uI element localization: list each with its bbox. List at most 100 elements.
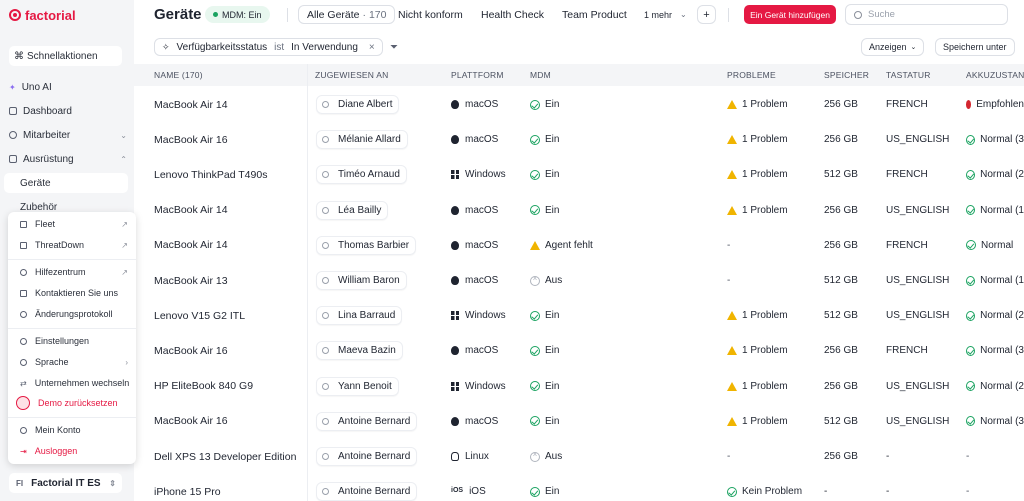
- menu-item-reset-demo[interactable]: Demo zurücksetzen: [8, 393, 136, 413]
- menu-item-switch-company[interactable]: ⇄ Unternehmen wechseln: [8, 373, 136, 393]
- keyboard-value: -: [886, 451, 890, 462]
- device-name[interactable]: MacBook Air 14: [154, 239, 228, 252]
- column-header-assignee[interactable]: ZUGEWIESEN AN: [315, 70, 389, 80]
- assignee-chip[interactable]: Mélanie Allard: [316, 130, 408, 150]
- menu-item-threatdown[interactable]: ThreatDown ↗: [8, 235, 136, 255]
- factorial-logo[interactable]: factorial: [9, 6, 76, 24]
- assignee-chip[interactable]: Léa Bailly: [316, 200, 389, 220]
- column-header-battery[interactable]: AKKUZUSTAND: [966, 70, 1024, 80]
- assignee-chip[interactable]: Lina Barraud: [316, 306, 403, 326]
- table-row[interactable]: iPhone 15 Pro Antoine Bernard iOS iOS Ein Kei…: [134, 474, 1024, 501]
- menu-item-fleet[interactable]: Fleet ↗: [8, 214, 136, 234]
- device-name[interactable]: MacBook Air 16: [154, 133, 228, 146]
- device-name[interactable]: Lenovo V15 G2 ITL: [154, 309, 246, 322]
- close-icon[interactable]: ×: [368, 41, 375, 53]
- mdm-status-badge[interactable]: MDM: Ein: [205, 6, 270, 23]
- platform-label: macOS: [465, 239, 499, 251]
- tab-health-check[interactable]: Health Check: [473, 5, 552, 24]
- sidebar-item-employees[interactable]: Mitarbeiter ⌄: [9, 125, 127, 145]
- assignee-chip[interactable]: Antoine Bernard: [316, 482, 418, 501]
- table-row[interactable]: Dell XPS 13 Developer Edition Antoine Ber…: [134, 439, 1024, 474]
- threatdown-icon: [20, 241, 27, 249]
- menu-item-label: Ausloggen: [34, 446, 78, 456]
- filter-field: Verfügbarkeitsstatus: [176, 41, 268, 53]
- battery-value: Empfohlen: [976, 99, 1024, 110]
- table-row[interactable]: MacBook Air 14 Diane Albert macOS Ein 1 Prob…: [134, 87, 1024, 122]
- sidebar-item-uno-ai[interactable]: ✦ Uno AI: [9, 77, 127, 97]
- assignee-chip[interactable]: Yann Benoit: [316, 376, 399, 396]
- mdm-status-label: MDM: Ein: [222, 9, 262, 20]
- table-row[interactable]: MacBook Air 16 Antoine Bernard macOS Ein 1 P…: [134, 404, 1024, 439]
- device-name[interactable]: Lenovo ThinkPad T490s: [154, 168, 268, 181]
- tab-all-devices[interactable]: Alle Geräte · 170: [298, 5, 396, 24]
- add-device-button[interactable]: Ein Gerät hinzufügen: [744, 5, 836, 24]
- table-row[interactable]: MacBook Air 16 Maeva Bazin macOS Ein 1 Probl…: [134, 333, 1024, 368]
- column-header-problems[interactable]: PROBLEME: [727, 70, 776, 80]
- menu-item-my-account[interactable]: Mein Konto: [8, 420, 136, 440]
- assignee-chip[interactable]: William Baron: [316, 271, 407, 290]
- show-button[interactable]: Anzeigen ⌄: [861, 38, 925, 56]
- menu-item-logout[interactable]: ⇥ Ausloggen: [8, 441, 136, 461]
- battery-cell: Normal: [966, 228, 1024, 263]
- gear-icon: [20, 337, 27, 345]
- column-header-mdm[interactable]: MDM: [530, 70, 551, 80]
- table-row[interactable]: MacBook Air 13 William Baron macOS Aus - 512 …: [134, 263, 1024, 298]
- assignee-chip[interactable]: Thomas Barbier: [316, 235, 417, 255]
- column-header-platform[interactable]: PLATTFORM: [451, 70, 504, 80]
- device-name[interactable]: Dell XPS 13 Developer Edition: [154, 450, 297, 463]
- device-name[interactable]: MacBook Air 13: [154, 274, 228, 287]
- person-icon: [322, 382, 329, 390]
- sidebar-item-dashboard[interactable]: Dashboard: [9, 101, 127, 121]
- table-row[interactable]: Lenovo V15 G2 ITL Lina Barraud Windows Ein 1…: [134, 298, 1024, 333]
- save-as-button[interactable]: Speichern unter: [935, 38, 1015, 56]
- storage-value: 512 GB: [824, 310, 858, 322]
- ios-icon: iOS: [451, 487, 464, 495]
- active-filter-chip[interactable]: ✧ Verfügbarkeitsstatus ist In Verwendung…: [154, 38, 383, 56]
- tab-team-product[interactable]: Team Product: [554, 5, 635, 24]
- sidebar-item-equipment[interactable]: Ausrüstung ⌃: [9, 149, 127, 169]
- assignee-cell: William Baron: [316, 263, 407, 298]
- menu-item-help-center[interactable]: Hilfezentrum ↗: [8, 262, 136, 282]
- device-name[interactable]: MacBook Air 14: [154, 204, 228, 217]
- battery-value: Normal (1: [980, 275, 1024, 286]
- column-header-keyboard[interactable]: TASTATUR: [886, 70, 931, 80]
- column-header-name[interactable]: NAME (170): [154, 70, 203, 80]
- tab-more[interactable]: 1 mehr ⌄: [636, 5, 695, 24]
- table-row[interactable]: Lenovo ThinkPad T490s Timéo Arnaud Windows…: [134, 157, 1024, 192]
- filter-icon[interactable]: ⏷: [390, 41, 398, 53]
- menu-item-language[interactable]: Sprache ›: [8, 352, 136, 372]
- table-row[interactable]: HP EliteBook 840 G9 Yann Benoit Windows Ein…: [134, 369, 1024, 404]
- sidebar-item-label: Ausrüstung: [23, 153, 74, 165]
- device-name[interactable]: HP EliteBook 840 G9: [154, 380, 254, 393]
- device-name[interactable]: MacBook Air 16: [154, 415, 228, 428]
- assignee-chip[interactable]: Antoine Bernard: [316, 447, 418, 466]
- battery-cell: Normal (1: [966, 263, 1024, 298]
- assignee-chip[interactable]: Antoine Bernard: [316, 411, 418, 431]
- device-name[interactable]: MacBook Air 14: [154, 98, 228, 111]
- company-switcher[interactable]: FI Factorial IT ES ⇕: [9, 473, 122, 493]
- add-view-button[interactable]: +: [697, 5, 716, 24]
- table-row[interactable]: MacBook Air 14 Léa Bailly macOS Ein 1 Proble…: [134, 193, 1024, 228]
- sidebar-item-accessories[interactable]: Zubehör: [4, 197, 128, 217]
- column-header-storage[interactable]: SPEICHER: [824, 70, 870, 80]
- assignee-chip[interactable]: Maeva Bazin: [316, 341, 403, 361]
- menu-item-changelog[interactable]: Änderungsprotokoll: [8, 304, 136, 324]
- tab-non-compliant[interactable]: Nicht konform: [390, 5, 471, 24]
- problems-cell: -: [727, 439, 730, 474]
- quick-actions-button[interactable]: ⌘ Schnellaktionen: [9, 46, 122, 66]
- assignee-chip[interactable]: Timéo Arnaud: [316, 165, 407, 185]
- device-name[interactable]: MacBook Air 16: [154, 344, 228, 357]
- battery-cell: -: [966, 439, 1024, 474]
- menu-item-settings[interactable]: Einstellungen: [8, 331, 136, 351]
- mdm-cell: Aus: [530, 439, 562, 474]
- assignee-chip[interactable]: Diane Albert: [316, 95, 400, 114]
- search-input[interactable]: Suche: [845, 4, 1008, 25]
- platform-cell: Windows: [451, 157, 506, 192]
- device-name[interactable]: iPhone 15 Pro: [154, 485, 221, 498]
- apple-icon: [451, 135, 459, 145]
- table-row[interactable]: MacBook Air 14 Thomas Barbier macOS Agent f…: [134, 228, 1024, 263]
- person-icon: [322, 347, 329, 355]
- menu-item-contact[interactable]: Kontaktieren Sie uns: [8, 283, 136, 303]
- table-row[interactable]: MacBook Air 16 Mélanie Allard macOS Ein 1 Pr…: [134, 122, 1024, 157]
- sidebar-item-devices[interactable]: Geräte: [4, 173, 128, 193]
